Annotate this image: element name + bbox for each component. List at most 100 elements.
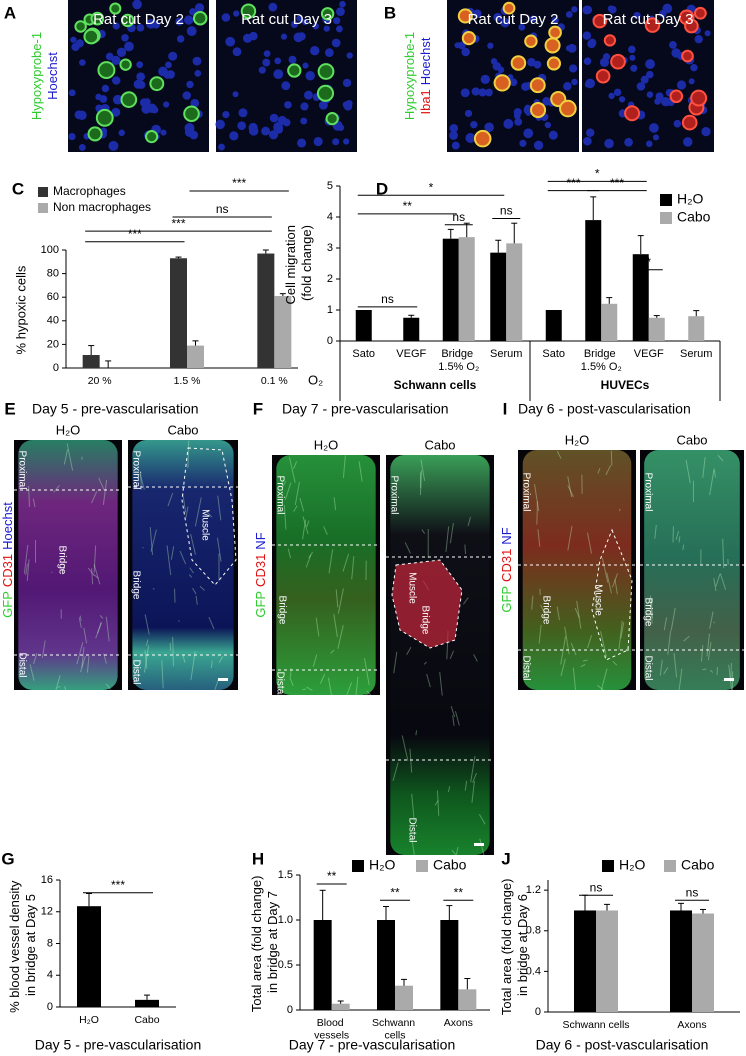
stain-name: Hypoxyprobe-1	[402, 32, 417, 120]
y-tick-label: 3	[327, 242, 333, 254]
nucleus	[302, 62, 309, 69]
fiber	[567, 525, 573, 551]
cell	[317, 63, 335, 80]
nucleus	[458, 41, 466, 50]
x-tick-label: VEGF	[634, 348, 664, 360]
fiber	[302, 519, 307, 540]
stain-name: CD31	[253, 554, 268, 587]
region-label: Proximal	[130, 451, 141, 490]
nucleus	[78, 144, 86, 151]
bar	[82, 355, 100, 368]
micrograph	[386, 455, 494, 856]
fiber	[445, 526, 450, 552]
nucleus	[249, 31, 258, 41]
fiber	[315, 617, 320, 637]
nucleus	[261, 126, 271, 136]
y-tick-label: 100	[41, 244, 59, 256]
fiber	[182, 654, 186, 663]
error-bar	[337, 1000, 344, 1004]
fiber	[570, 643, 577, 656]
nucleus	[273, 69, 284, 80]
nucleus	[629, 54, 636, 61]
condition-label: Cabo	[676, 432, 707, 447]
bar	[442, 238, 459, 341]
nucleus	[529, 15, 537, 23]
fiber	[305, 554, 312, 568]
nucleus	[484, 122, 494, 133]
fiber	[531, 595, 534, 610]
bar	[601, 303, 618, 341]
condition-label: H₂O	[565, 432, 590, 447]
fiber	[188, 574, 193, 578]
nucleus	[277, 115, 287, 125]
error-bar	[175, 256, 182, 259]
nucleus	[304, 90, 313, 100]
nucleus	[673, 119, 682, 128]
fiber	[722, 538, 725, 568]
nucleus	[548, 130, 558, 140]
stain-name: NF	[253, 532, 268, 549]
fiber	[23, 544, 29, 574]
x-tick-label: Sato	[542, 348, 565, 360]
fiber	[66, 443, 74, 471]
cell	[97, 61, 116, 80]
fiber	[57, 685, 61, 689]
x-tick-label: Blood vessels	[314, 1017, 349, 1042]
y-tick-label: 0	[327, 335, 333, 347]
fiber	[93, 574, 99, 579]
error-bar	[262, 249, 269, 254]
fiber	[525, 662, 532, 675]
bar	[440, 920, 459, 1010]
cell	[473, 129, 492, 148]
fiber	[190, 651, 196, 681]
region-label: Proximal	[274, 476, 285, 515]
error-bar	[464, 978, 471, 990]
fiber	[190, 533, 196, 555]
fiber	[287, 548, 292, 559]
stain-label: Hypoxyprobe-1	[402, 32, 417, 120]
significance-label: *	[646, 255, 651, 269]
cell	[624, 105, 641, 122]
nucleus	[683, 137, 693, 147]
nucleus	[542, 97, 551, 106]
fiber	[709, 468, 715, 496]
fiber	[451, 849, 457, 856]
panel-label: B	[384, 3, 396, 22]
x-tick-label: Schwann cells	[372, 1017, 418, 1042]
stain-name: GFP	[253, 591, 268, 618]
nucleus	[105, 52, 114, 61]
cell	[119, 58, 132, 71]
nucleus	[465, 132, 476, 143]
y-tick-label: 4	[327, 211, 333, 223]
image-caption: Rat cut Day 2	[468, 11, 559, 28]
fiber	[283, 505, 287, 530]
fiber	[597, 468, 601, 474]
fiber	[678, 536, 681, 543]
error-bar	[88, 345, 95, 356]
nucleus	[519, 139, 527, 147]
nucleus	[137, 80, 146, 89]
nucleus	[514, 118, 523, 126]
fiber	[179, 550, 187, 565]
tissue-signal	[18, 440, 118, 690]
stain-name: Hoechst	[418, 37, 433, 85]
nucleus	[533, 60, 542, 69]
region-label: Proximal	[16, 451, 27, 490]
nucleus	[146, 18, 156, 29]
region-label: Muscle	[406, 572, 417, 604]
fiber	[663, 617, 668, 631]
region-label: Muscle	[199, 509, 210, 541]
group-label: Schwann cells	[394, 378, 477, 392]
fiber	[61, 564, 65, 575]
scale-bar	[218, 678, 228, 681]
bar	[490, 252, 507, 341]
region-label: Bridge	[276, 596, 287, 625]
panel-title: Day 7 - pre-vascularisation	[282, 401, 449, 417]
y-tick-label: 0	[53, 362, 59, 374]
error-bar	[637, 235, 644, 255]
cell	[320, 7, 335, 21]
fiber	[167, 492, 174, 507]
fiber	[333, 497, 337, 511]
fiber	[205, 510, 213, 518]
fiber	[330, 649, 335, 654]
